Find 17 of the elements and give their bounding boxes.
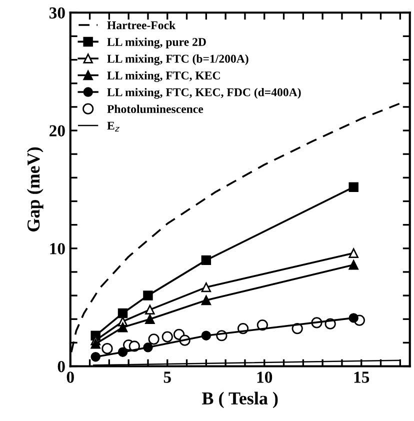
legend-label: LL mixing, FTC (b=1/200A) bbox=[107, 54, 248, 66]
x-tick-label: 10 bbox=[257, 372, 272, 383]
x-tick-label: 5 bbox=[164, 372, 171, 383]
x-tick-label: 15 bbox=[354, 372, 370, 383]
y-tick-label: 0 bbox=[58, 360, 65, 372]
legend-label: LL mixing, FTC, KEC bbox=[107, 71, 220, 82]
y-tick-label: 10 bbox=[50, 243, 65, 254]
y-axis-title: Gap (meV) bbox=[26, 147, 44, 232]
legend-label: Hartree-Fock bbox=[107, 20, 176, 30]
x-axis-title: B ( Tesla ) bbox=[202, 392, 278, 408]
legend-label: LL mixing, FTC, KEC, FDC (d=400A) bbox=[107, 88, 301, 99]
y-tick-label: 30 bbox=[49, 7, 65, 19]
legend-label: E$_{z}$ bbox=[107, 122, 120, 132]
x-tick-label: 0 bbox=[66, 372, 74, 383]
legend-label: LL mixing, pure 2D bbox=[107, 38, 206, 48]
y-tick-label: 20 bbox=[50, 125, 65, 136]
legend-label: Photoluminescence bbox=[107, 104, 204, 114]
